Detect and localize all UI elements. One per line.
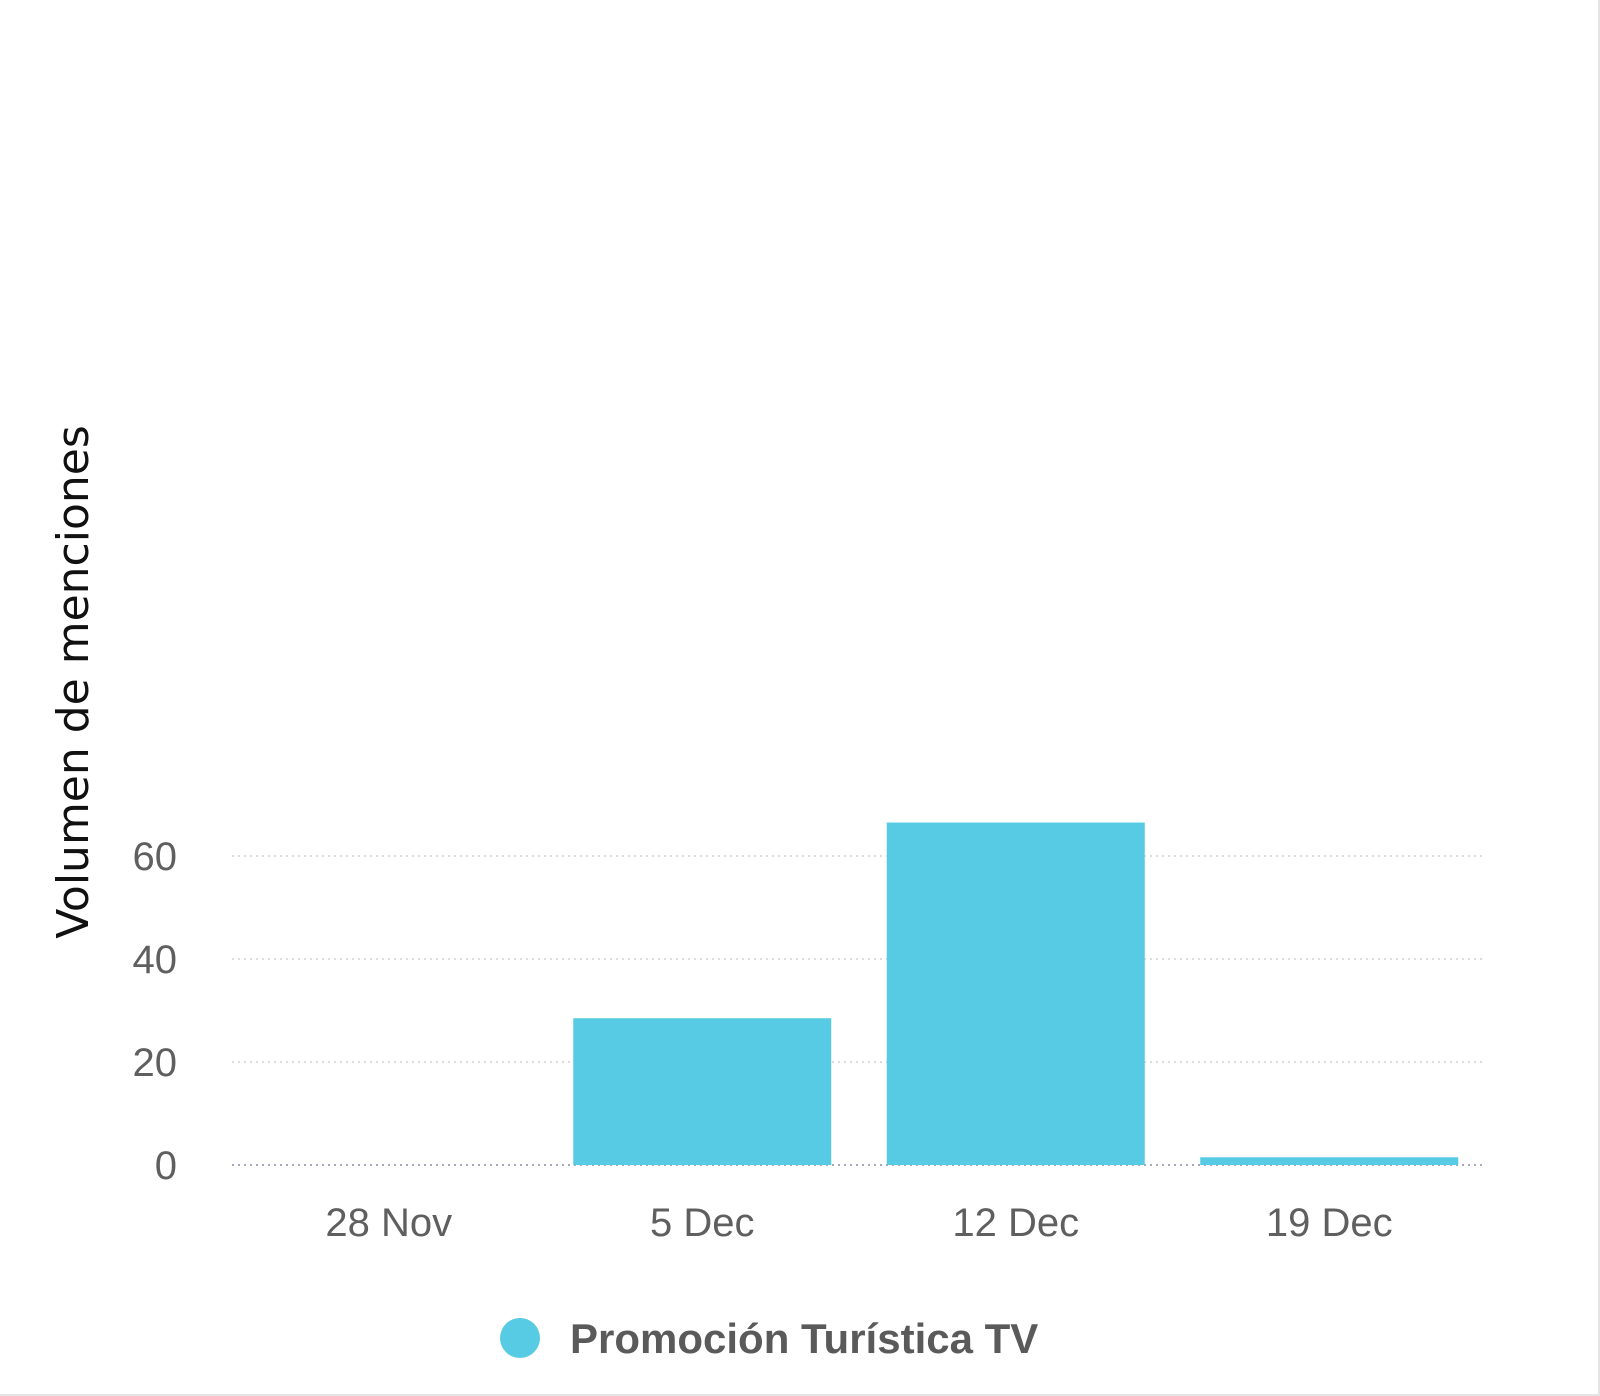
frame-right-edge (1598, 0, 1600, 1396)
y-axis-title: Volumen de menciones (48, 425, 99, 939)
y-tick-label: 60 (133, 835, 178, 879)
bar-12-dec[interactable] (886, 822, 1145, 1165)
x-tick-label: 28 Nov (325, 1201, 452, 1245)
bars (573, 822, 1459, 1165)
y-axis-ticks: 0 20 40 60 (133, 835, 178, 1188)
frame-bottom-edge (0, 1394, 1600, 1396)
legend[interactable]: Promoción Turística TV (500, 1315, 1038, 1362)
bar-19-dec[interactable] (1200, 1157, 1459, 1165)
y-tick-label: 20 (133, 1041, 178, 1085)
x-tick-label: 19 Dec (1266, 1201, 1393, 1245)
legend-swatch-icon (500, 1318, 540, 1358)
x-tick-label: 12 Dec (952, 1201, 1079, 1245)
bar-5-dec[interactable] (573, 1018, 832, 1165)
x-tick-label: 5 Dec (650, 1201, 755, 1245)
legend-label: Promoción Turística TV (570, 1315, 1038, 1362)
x-axis-ticks: 28 Nov 5 Dec 12 Dec 19 Dec (325, 1201, 1392, 1245)
gridlines (232, 855, 1486, 1166)
y-tick-label: 40 (133, 938, 178, 982)
y-tick-label: 0 (155, 1144, 177, 1188)
